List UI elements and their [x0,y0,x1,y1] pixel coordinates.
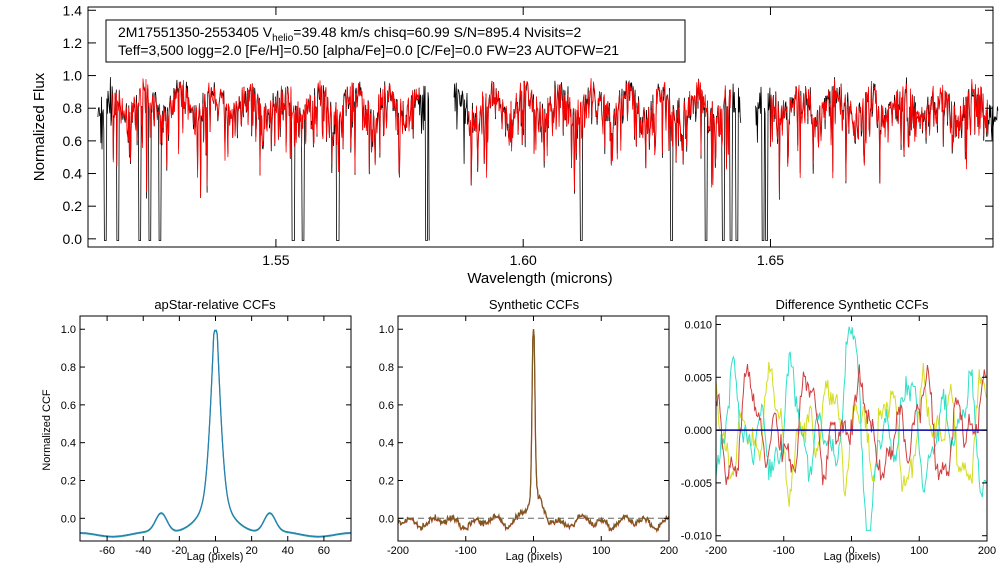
y-tick-label: 0.010 [684,319,712,331]
spectrum-model-line [770,78,989,199]
y-tick-label: 0.4 [379,438,394,450]
spectrum-panel: 2M17551350-2553405 Vhelio=39.48 km/s chi… [31,2,999,287]
y-tick-label: 0.005 [684,372,712,384]
spectrum-model-line [468,78,732,191]
x-tick-label: -100 [455,545,477,557]
x-tick-label: 1.65 [757,252,784,268]
y-tick-label: 0.8 [61,362,76,374]
x-tick-label: 200 [660,545,678,557]
x-tick-label: -60 [99,545,115,557]
difference-ccf-title: Difference Synthetic CCFs [776,297,929,312]
x-tick-label: -20 [171,545,187,557]
info-line-1: 2M17551350-2553405 Vhelio=39.48 km/s chi… [118,24,581,44]
spectrum-curves [97,77,999,241]
y-tick-label: 0.0 [63,231,83,247]
y-tick-label: 0.2 [61,475,76,487]
y-tick-label: 1.0 [379,324,394,336]
info-vhelio-subscript: helio [272,33,294,44]
spectrum-x-label: Wavelength (microns) [467,270,612,287]
y-tick-label: 0.8 [63,100,83,116]
y-tick-label: 1.4 [63,2,83,18]
x-tick-label: -100 [773,545,795,557]
y-tick-label: 0.4 [63,166,83,182]
x-tick-label: 60 [318,545,330,557]
synthetic-ccf-y-ticks: 0.0 0.2 0.4 0.6 0.8 1.0 [379,324,669,525]
x-tick-label: 1.60 [510,252,537,268]
x-tick-label: 100 [910,545,928,557]
y-tick-label: 0.2 [63,198,83,214]
info-line-2: Teff=3,500 logg=2.0 [Fe/H]=0.50 [alpha/F… [118,42,619,58]
x-tick-label: -40 [135,545,151,557]
synthetic-ccf-curves [397,329,670,533]
x-tick-label: 0 [212,545,218,557]
y-tick-label: 1.0 [61,324,76,336]
apstar-ccf-y-label: Normalized CCF [41,389,53,471]
spectrum-frame [87,6,994,248]
apstar-ccf-panel: apStar-relative CCFs -60 -40 -20 0 20 40 60 0.… [41,297,352,563]
x-tick-label: 100 [592,545,610,557]
synthetic-ccf-x-label: Lag (pixels) [506,551,563,563]
spectrum-model-line [112,78,420,199]
synthetic-ccf-title: Synthetic CCFs [489,297,580,312]
y-tick-label: -0.005 [681,478,712,490]
spectrum-x-ticks: 1.55 1.60 1.65 [262,7,784,268]
x-tick-label: 1.55 [262,252,289,268]
y-tick-label: -0.010 [681,531,712,543]
y-tick-label: 0.0 [379,513,394,525]
x-tick-label: 40 [282,545,294,557]
synthetic-ccf-x-ticks: -200 -100 0 100 200 [387,316,678,557]
spectrum-y-label: Normalized Flux [31,72,48,181]
synthetic-ccf-line [397,329,670,533]
apstar-ccf-y-ticks: 0.0 0.2 0.4 0.6 0.8 1.0 [61,324,351,525]
x-tick-label: 20 [246,545,258,557]
difference-ccf-y-ticks: -0.010 -0.005 0.000 0.005 0.010 [681,319,987,543]
apstar-ccf-title: apStar-relative CCFs [154,297,276,312]
apstar-ccf-line [80,329,351,537]
spectrum-y-ticks: 0.0 0.2 0.4 0.6 0.8 1.0 1.2 1.4 [63,2,993,247]
x-tick-label: 0 [848,545,854,557]
info-line-1-values: =39.48 km/s chisq=60.99 S/N=895.4 Nvisit… [293,24,581,40]
difference-ccf-line [715,364,987,486]
y-tick-label: 0.6 [379,400,394,412]
apstar-ccf-x-label: Lag (pixels) [187,551,244,563]
info-vhelio-label: V [263,24,273,40]
x-tick-label: -200 [387,545,409,557]
x-tick-label: 0 [530,545,536,557]
y-tick-label: 0.8 [379,362,394,374]
synthetic-ccf-panel: Synthetic CCFs -200 -100 0 100 200 0.0 0.2 0.4… [379,297,678,563]
difference-ccf-x-ticks: -200 -100 0 100 200 [705,316,996,557]
y-tick-label: 1.2 [63,35,83,51]
y-tick-label: 0.6 [61,400,76,412]
y-tick-label: 0.0 [61,513,76,525]
y-tick-label: 0.2 [379,475,394,487]
difference-ccf-panel: Difference Synthetic CCFs -200 -100 0 100 20… [681,297,996,563]
apstar-ccf-curves [80,329,351,538]
info-box [105,19,686,63]
difference-ccf-line [715,326,987,531]
difference-ccf-curves [715,326,987,531]
x-tick-label: -200 [705,545,727,557]
y-tick-label: 0.4 [61,438,76,450]
apstar-ccf-x-ticks: -60 -40 -20 0 20 40 60 [99,316,330,557]
info-star-id: 2M17551350-2553405 [118,24,259,40]
difference-ccf-x-label: Lag (pixels) [824,551,881,563]
y-tick-label: 0.6 [63,133,83,149]
x-tick-label: 200 [978,545,996,557]
apstar-ccf-line [80,330,351,538]
y-tick-label: 0.000 [684,425,712,437]
y-tick-label: 1.0 [63,68,83,84]
